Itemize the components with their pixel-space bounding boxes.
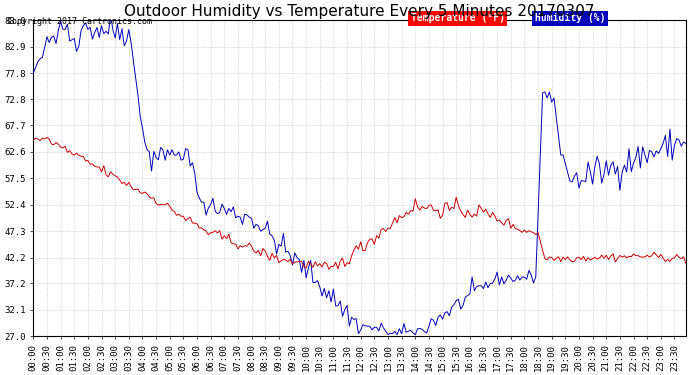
Title: Outdoor Humidity vs Temperature Every 5 Minutes 20170307: Outdoor Humidity vs Temperature Every 5 …: [124, 4, 595, 19]
Text: Humidity (%): Humidity (%): [535, 13, 605, 23]
Text: Temperature (°F): Temperature (°F): [411, 13, 504, 23]
Text: Copyright 2017 Cartronics.com: Copyright 2017 Cartronics.com: [7, 17, 152, 26]
